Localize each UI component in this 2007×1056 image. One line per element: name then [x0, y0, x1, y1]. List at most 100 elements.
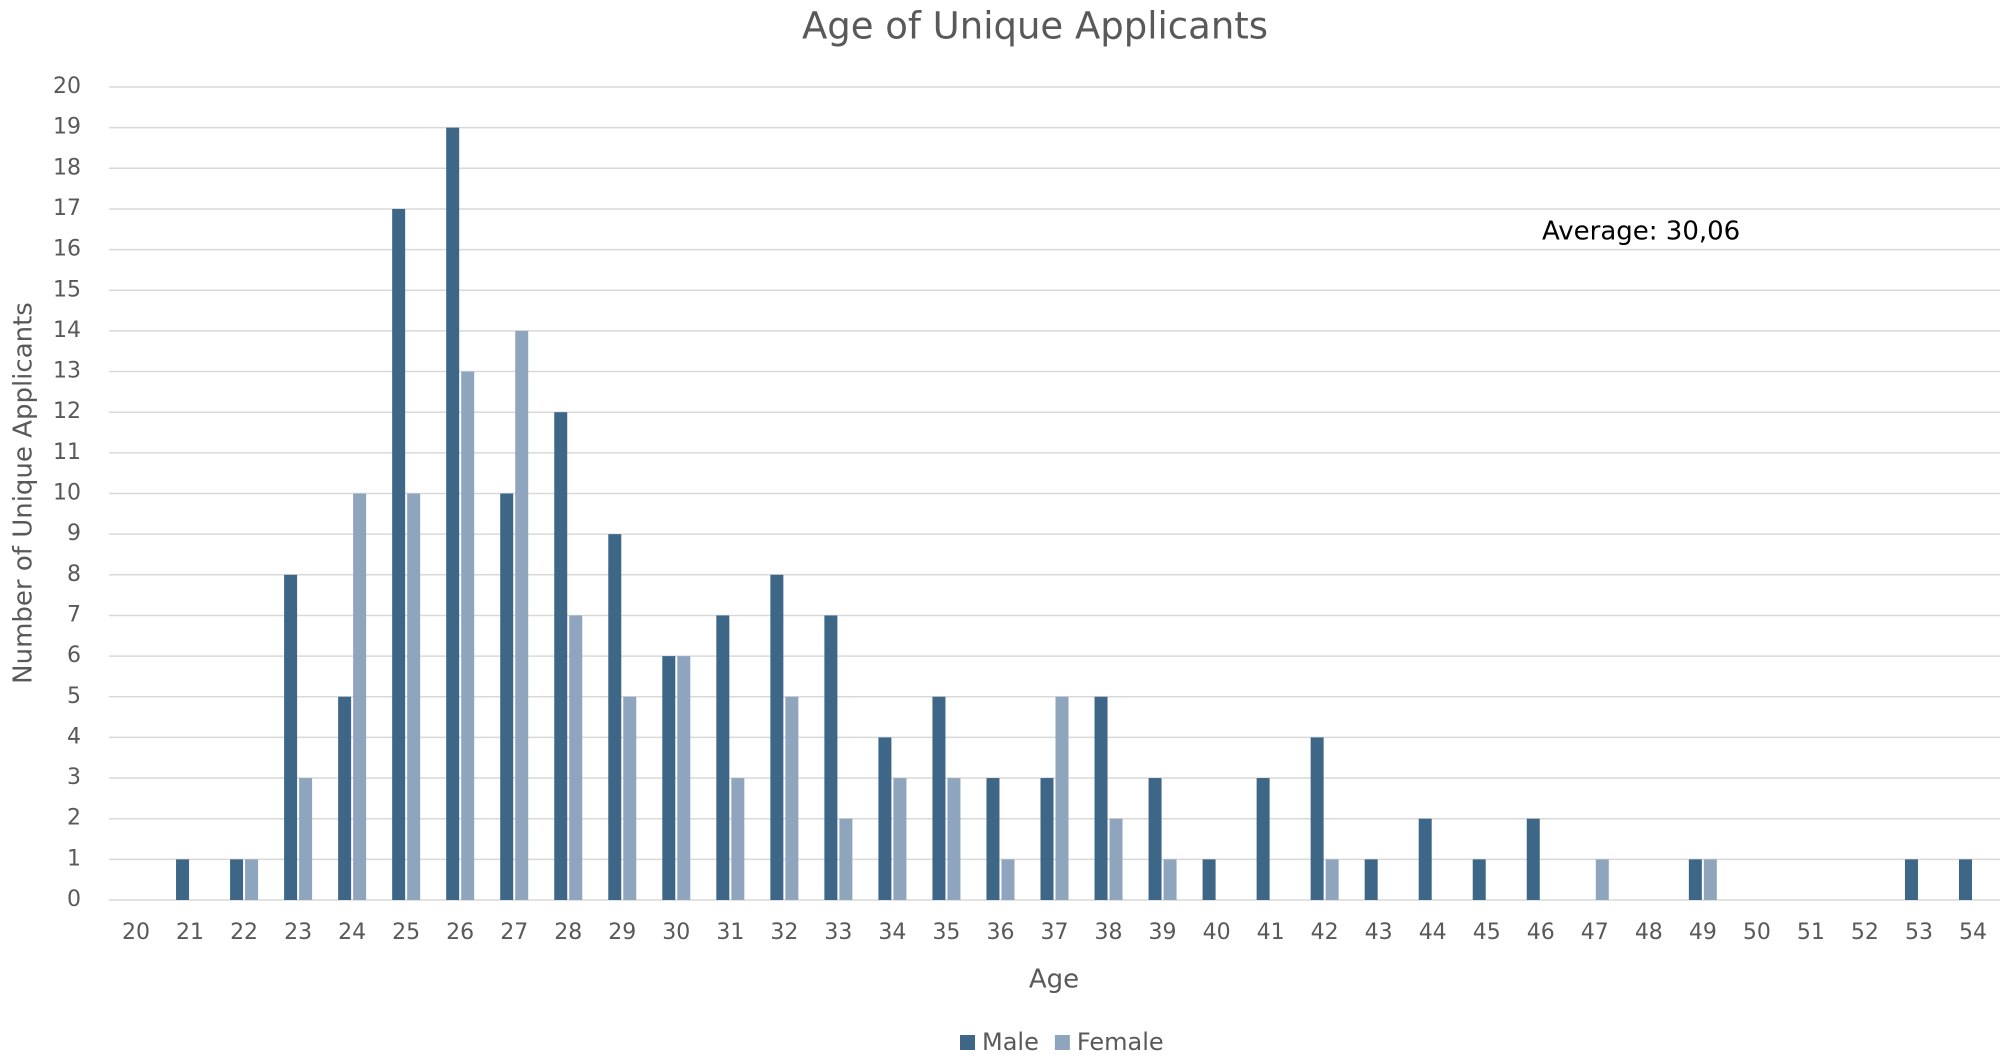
bar [932, 696, 946, 900]
y-tick-label: 19 [53, 115, 81, 140]
y-tick-label: 13 [53, 359, 81, 384]
x-tick-label: 30 [662, 920, 690, 945]
bar [731, 778, 745, 900]
bar [1904, 859, 1918, 900]
y-tick-label: 12 [53, 399, 81, 424]
x-tick-label: 51 [1797, 920, 1825, 945]
bar [824, 615, 838, 900]
bar [785, 696, 799, 900]
bar [623, 696, 637, 900]
bar [1472, 859, 1486, 900]
x-tick-label: 53 [1905, 920, 1933, 945]
x-tick-label: 37 [1041, 920, 1069, 945]
bar [446, 127, 460, 900]
bar [1040, 778, 1054, 900]
x-tick-label: 35 [932, 920, 960, 945]
legend-label: Male [982, 1028, 1039, 1056]
bar [1202, 859, 1216, 900]
bar [1325, 859, 1339, 900]
bar [461, 371, 475, 900]
bar [947, 778, 961, 900]
y-tick-label: 20 [53, 74, 81, 99]
y-tick-label: 7 [67, 602, 81, 627]
x-tick-label: 23 [284, 920, 312, 945]
annotation: Average: 30,06 [1542, 217, 1740, 247]
bar [407, 493, 421, 900]
y-tick-label: 10 [53, 481, 81, 506]
y-tick-label: 18 [53, 155, 81, 180]
bar [770, 574, 784, 900]
x-tick-label: 33 [824, 920, 852, 945]
x-tick-label: 52 [1851, 920, 1879, 945]
bar [893, 778, 907, 900]
bar [515, 330, 529, 900]
bar [1055, 696, 1069, 900]
bar [662, 656, 676, 900]
x-tick-label: 22 [230, 920, 258, 945]
y-tick-label: 0 [67, 887, 81, 912]
bar [1109, 818, 1123, 900]
bar [338, 696, 352, 900]
x-tick-label: 32 [770, 920, 798, 945]
bar [554, 412, 568, 900]
bar [1148, 778, 1162, 900]
y-tick-label: 2 [67, 806, 81, 831]
bar [1526, 818, 1540, 900]
y-tick-label: 5 [67, 684, 81, 709]
x-tick-label: 49 [1689, 920, 1717, 945]
bar [1364, 859, 1378, 900]
y-tick-label: 15 [53, 277, 81, 302]
legend-swatch [1054, 1035, 1070, 1050]
x-tick-label: 38 [1095, 920, 1123, 945]
x-tick-label: 27 [500, 920, 528, 945]
bar [176, 859, 190, 900]
bar [839, 818, 853, 900]
bar [1256, 778, 1270, 900]
bar [569, 615, 583, 900]
y-tick-label: 6 [67, 643, 81, 668]
x-tick-label: 26 [446, 920, 474, 945]
y-tick-label: 16 [53, 237, 81, 262]
y-tick-label: 9 [67, 521, 81, 546]
y-tick-label: 3 [67, 765, 81, 790]
x-tick-label: 36 [986, 920, 1014, 945]
bar [1310, 737, 1324, 900]
x-tick-label: 39 [1149, 920, 1177, 945]
x-tick-label: 43 [1365, 920, 1393, 945]
bar [500, 493, 514, 900]
x-tick-label: 21 [176, 920, 204, 945]
legend-swatch [960, 1035, 975, 1050]
y-tick-label: 11 [53, 440, 81, 465]
bar [1418, 818, 1432, 900]
x-tick-label: 25 [392, 920, 420, 945]
bar [1958, 859, 1972, 900]
bar [1703, 859, 1717, 900]
bar [299, 778, 313, 900]
x-tick-label: 24 [338, 920, 366, 945]
x-tick-label: 29 [608, 920, 636, 945]
x-tick-label: 50 [1743, 920, 1771, 945]
x-tick-label: 41 [1257, 920, 1285, 945]
x-tick-label: 45 [1473, 920, 1501, 945]
x-tick-label: 31 [716, 920, 744, 945]
bar [1595, 859, 1609, 900]
y-tick-label: 1 [67, 846, 81, 871]
y-tick-label: 17 [53, 196, 81, 221]
bar [608, 534, 622, 900]
x-tick-label: 28 [554, 920, 582, 945]
x-tick-label: 20 [122, 920, 150, 945]
x-tick-label: 40 [1203, 920, 1231, 945]
y-tick-label: 4 [67, 724, 81, 749]
y-tick-label: 8 [67, 562, 81, 587]
bar [284, 574, 298, 900]
y-tick-label: 14 [53, 318, 81, 343]
x-axis-title: Age [1029, 965, 1079, 995]
bar [1163, 859, 1177, 900]
y-axis-title: Number of Unique Applicants [9, 302, 39, 684]
bar [230, 859, 244, 900]
bar [392, 208, 406, 900]
bar [878, 737, 892, 900]
x-tick-label: 34 [878, 920, 906, 945]
bar [353, 493, 367, 900]
